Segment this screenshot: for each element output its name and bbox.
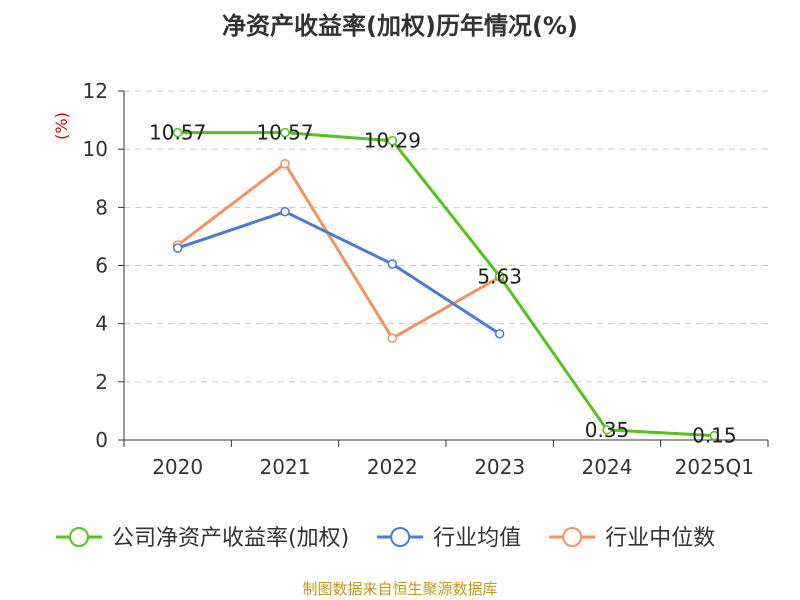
data-point (172, 243, 183, 253)
data-point (494, 329, 505, 339)
legend-item: 行业均值 (377, 526, 521, 551)
data-point (280, 158, 290, 169)
source-note: 制图数据来自恒生聚源数据库 (302, 580, 497, 598)
data-point (494, 271, 505, 282)
data-point (387, 333, 398, 343)
x-tick-label: 2025Q1 (675, 455, 754, 479)
y-tick-label: 4 (95, 312, 108, 336)
data-point (387, 259, 398, 269)
y-tick-label: 0 (95, 428, 108, 452)
legend-marker (390, 527, 411, 547)
y-axis-unit: (%) (52, 112, 71, 140)
data-label: 5.63 (477, 264, 522, 288)
x-tick-label: 2021 (260, 455, 311, 479)
x-tick-label: 2020 (152, 455, 203, 479)
legend-label: 行业中位数 (605, 526, 715, 551)
chart-title: 净资产收益率(加权)历年情况(%) (222, 12, 578, 40)
data-point (387, 135, 398, 146)
y-tick-label: 10 (83, 137, 108, 161)
data-label: 0.35 (585, 418, 630, 442)
legend-label: 行业均值 (433, 526, 521, 551)
y-tick-label: 8 (95, 195, 108, 219)
data-label: 10.57 (149, 121, 206, 145)
data-label: 0.15 (692, 424, 737, 448)
data-point (280, 206, 290, 217)
x-tick-label: 2022 (367, 455, 418, 479)
y-tick-label: 12 (83, 79, 108, 103)
legend-marker (69, 527, 89, 547)
legend-label: 公司净资产收益率(加权) (112, 526, 349, 551)
x-tick-label: 2023 (474, 455, 525, 479)
data-label: 10.57 (256, 121, 313, 145)
data-point (172, 127, 183, 138)
data-point (709, 430, 720, 441)
y-tick-label: 6 (95, 254, 108, 278)
data-point (280, 127, 290, 138)
series-line (176, 162, 502, 340)
y-tick-label: 2 (95, 370, 108, 394)
legend-item: 行业中位数 (549, 526, 715, 551)
data-point (602, 425, 612, 435)
data-label: 10.29 (364, 129, 421, 153)
legend-item: 公司净资产收益率(加权) (56, 526, 349, 551)
series-line (176, 210, 502, 336)
legend-marker (562, 527, 583, 547)
series-line (176, 131, 716, 438)
x-tick-label: 2024 (582, 455, 633, 479)
